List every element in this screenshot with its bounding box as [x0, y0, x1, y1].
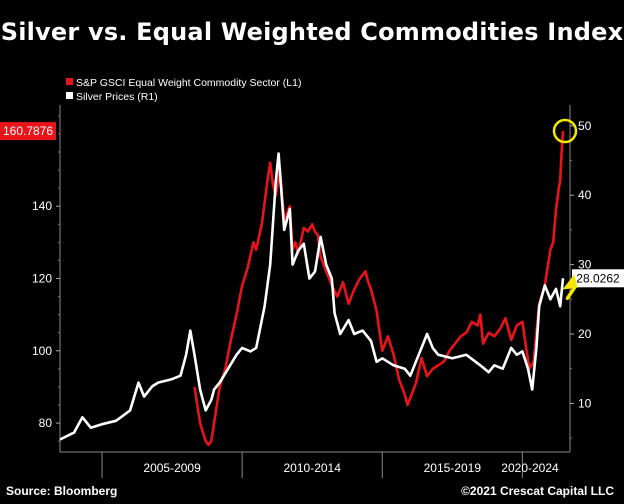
x-tick-label: 2005-2009: [143, 461, 201, 475]
right-tick-label: 50: [578, 119, 592, 133]
left-tick-label: 120: [32, 272, 52, 286]
peak-highlight-circle: [552, 118, 578, 144]
left-tick-label: 140: [32, 199, 52, 213]
commodity-series-line: [193, 131, 565, 447]
copyright-label: ©2021 Crescat Capital LLC: [461, 484, 614, 498]
legend-swatch: [66, 78, 73, 85]
legend-swatch: [66, 92, 73, 99]
legend-label: Silver Prices (R1): [76, 91, 158, 103]
x-tick-label: 2010-2014: [284, 461, 342, 475]
legend-label: S&P GSCI Equal Weight Commodity Sector (…: [76, 77, 301, 89]
source-label: Source: Bloomberg: [6, 484, 118, 498]
right-tick-label: 40: [578, 188, 592, 202]
chart-title: Silver vs. Equal Weighted Commodities In…: [0, 18, 624, 46]
right-tick-label: 20: [578, 327, 592, 341]
left-tick-label: 100: [32, 344, 52, 358]
silver-series-line: [59, 152, 565, 441]
right-tick-label: 30: [578, 258, 592, 272]
silver-last-value-label: 28.0262: [576, 271, 620, 285]
up-arrow-icon: [562, 274, 578, 301]
commodity-last-value-tag: [0, 122, 56, 141]
x-tick-label: 2020-2024: [501, 461, 559, 475]
silver-last-value-tag: [572, 269, 624, 288]
x-tick-label: 2015-2019: [424, 461, 482, 475]
left-tick-label: 80: [39, 416, 53, 430]
commodity-last-value-label: 160.7876: [3, 124, 53, 138]
right-tick-label: 10: [578, 396, 592, 410]
